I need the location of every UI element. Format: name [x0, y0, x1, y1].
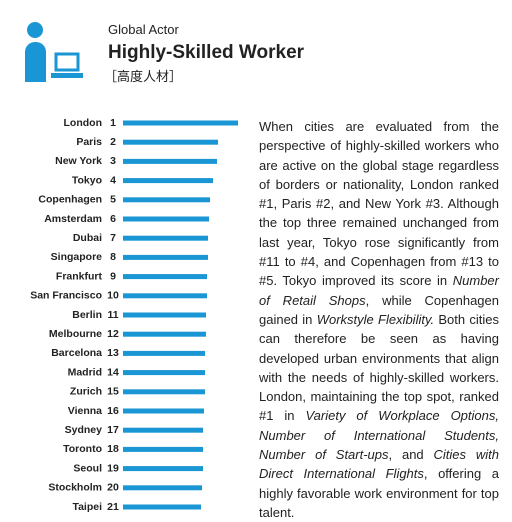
city-label: Melbourne — [49, 328, 102, 340]
chart: London 1 Paris 2 New York 3 Tokyo 4 Copenhagen 5A… — [30, 117, 238, 513]
bar — [123, 427, 203, 433]
rank-label: 6 — [110, 213, 116, 225]
city-label: Seoul — [73, 462, 102, 474]
rank-label: 14 — [107, 366, 119, 378]
city-label: Frankfurt — [56, 270, 103, 282]
city-label: London — [64, 117, 102, 129]
paragraph-text: When cities are evaluated from the persp… — [259, 119, 499, 289]
bar — [123, 274, 207, 280]
bar — [123, 466, 203, 472]
city-label: Vienna — [68, 405, 102, 417]
rank-label: 16 — [107, 405, 119, 417]
icon — [25, 22, 83, 82]
rank-label: 8 — [110, 251, 116, 263]
rank-label: 12 — [107, 328, 119, 340]
paragraph-text: , while Copenhagen gained in — [259, 292, 499, 327]
paragraph: When cities are evaluated from the persp… — [259, 117, 499, 522]
bar — [123, 139, 218, 145]
city-label: Zurich — [70, 386, 102, 398]
bar — [123, 331, 206, 337]
title: Highly-Skilled Worker — [108, 42, 305, 63]
rank-label: 11 — [107, 309, 118, 321]
paragraph-text: , and — [388, 447, 434, 463]
bar — [123, 235, 208, 241]
rank-label: 17 — [107, 424, 119, 436]
paragraph-text: Number of Retail Shops — [259, 273, 499, 308]
rank-label: 15 — [107, 386, 119, 398]
paragraph-text: Cities with Direct International Flights — [259, 447, 499, 482]
bar — [123, 446, 203, 452]
paragraph-text: Variety of Workplace Options, Number of … — [259, 408, 499, 463]
paragraph-text: Workstyle Flexibility. — [316, 311, 435, 327]
city-label: Tokyo — [72, 174, 102, 186]
bar — [123, 504, 201, 510]
bar — [123, 408, 204, 414]
bar — [123, 350, 205, 356]
city-label: Sydney — [65, 424, 103, 436]
rank-label: 2 — [110, 136, 116, 148]
bar — [123, 370, 205, 376]
city-label: Madrid — [68, 366, 102, 378]
rank-label: 19 — [107, 462, 119, 474]
rank-label: 9 — [110, 270, 116, 282]
rank-label: 18 — [107, 443, 119, 455]
bar — [123, 312, 206, 318]
bar — [123, 389, 205, 395]
paragraph-text: Both cities can therefore be seen as hav… — [259, 311, 499, 424]
bar — [123, 485, 202, 491]
city-label: Taipei — [72, 501, 102, 513]
rank-label: 3 — [110, 155, 116, 167]
kicker: Global Actor — [108, 22, 179, 37]
city-label: San Francisco — [30, 290, 102, 302]
bar — [123, 254, 208, 260]
rank-label: 7 — [110, 232, 116, 244]
rank-label: 10 — [107, 290, 119, 302]
city-label: Amsterdam — [44, 213, 102, 225]
bar — [123, 178, 213, 184]
paragraph-text: , offering a highly favorable work envir… — [259, 466, 499, 520]
city-label: Paris — [76, 136, 102, 148]
subtitle: ［高度人材］ — [104, 69, 183, 84]
city-label: Barcelona — [51, 347, 102, 359]
rank-label: 20 — [107, 482, 119, 494]
city-label: Dubai — [73, 232, 102, 244]
city-label: Berlin — [72, 309, 102, 321]
city-label: New York — [55, 155, 102, 167]
city-label: Toronto — [63, 443, 102, 455]
bar — [123, 216, 209, 222]
rank-label: 5 — [110, 194, 116, 206]
rank-label: 4 — [110, 174, 116, 186]
city-label: Stockholm — [48, 482, 102, 494]
city-label: Singapore — [51, 251, 103, 263]
rank-label: 13 — [107, 347, 119, 359]
bar — [123, 158, 217, 164]
city-label: Copenhagen — [38, 194, 102, 206]
bar — [123, 293, 207, 299]
bar — [123, 197, 210, 203]
bar — [123, 120, 238, 126]
rank-label: 1 — [110, 117, 116, 129]
rank-label: 21 — [107, 501, 119, 513]
